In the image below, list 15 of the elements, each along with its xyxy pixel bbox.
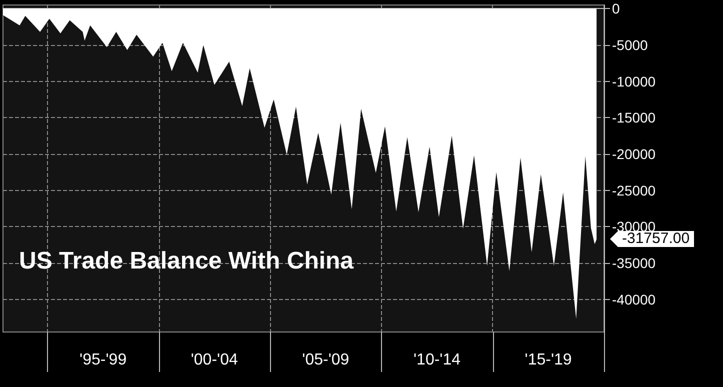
x-tick-label: '95-'99 (80, 352, 127, 368)
y-tick-label: -15000 (612, 110, 656, 126)
y-tick-label: 0 (612, 0, 620, 17)
annotation: -31757.00 (618, 230, 694, 248)
y-tick-label: -10000 (612, 73, 656, 90)
x-tick-label: '10-'14 (413, 352, 461, 368)
x-tick-label: '05-'09 (302, 352, 350, 368)
y-tick-label: -20000 (612, 146, 656, 162)
y-tick-label: -25000 (612, 182, 656, 198)
y-tick-label: -40000 (612, 291, 656, 308)
x-tick-label: '00-'04 (190, 352, 238, 368)
y-tick-label: -5000 (612, 36, 648, 53)
x-tick-label: '15-'19 (524, 352, 572, 368)
y-tick-label: -35000 (612, 254, 656, 271)
text: US Trade Balance With China (19, 248, 354, 274)
